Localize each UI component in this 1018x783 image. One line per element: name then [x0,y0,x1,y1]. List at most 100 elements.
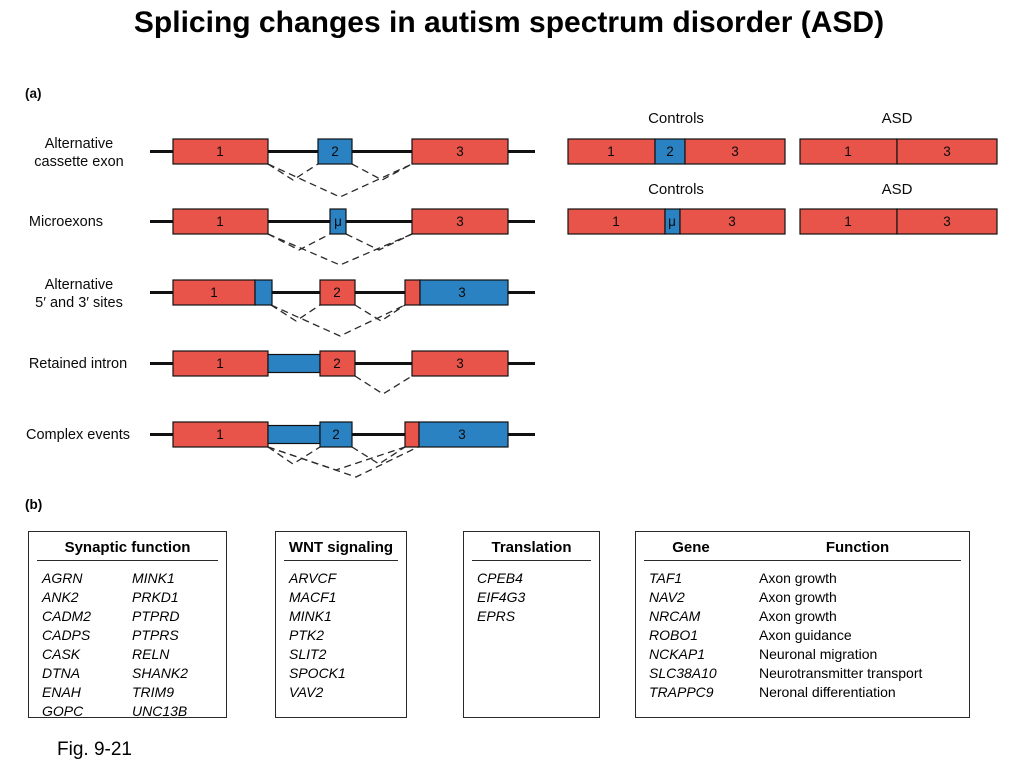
exon-number: 2 [666,144,674,159]
exon-number: 3 [728,214,736,229]
exon-number: μ [334,214,342,229]
gene-list-col-1: AGRN ANK2 CADM2 CADPS CASK DTNA ENAH GOP… [42,569,132,721]
exon-box [567,138,656,165]
gene-list-col-2: MINK1 PRKD1 PTPRD PTPRS RELN SHANK2 TRIM… [132,569,222,721]
exon-box [319,279,356,306]
retained-intron-box [267,424,321,445]
gene-function-box: Gene Function TAF1 Axon growth NAV2 Axon… [635,531,970,718]
box-title: Translation [491,539,572,556]
gene-list: CPEB4 EIF4G3 EPRS [477,569,595,626]
exon-number: 2 [332,427,340,442]
exon-number: 1 [844,214,852,229]
figure-title: Splicing changes in autism spectrum diso… [133,6,885,39]
gene-name: ROBO1 [649,627,699,643]
exon-number: 1 [216,144,224,159]
gene-function-row: NRCAM Axon growth [649,607,965,626]
asd-header-1: ASD [882,110,913,127]
gene-name: SLC38A10 [649,665,717,681]
gene-item: GOPC [42,703,84,719]
row-microexons: Microexons 1 μ 3 [29,208,535,266]
row-label-line: Microexons [29,214,103,230]
row-alternative-cassette-exon: Alternative cassette exon 1 2 3 [34,136,535,198]
splice-path-dashed [351,446,406,465]
gene-function: Axon growth [759,589,837,605]
gene-item: SPOCK1 [289,665,346,681]
exon-box [684,138,786,165]
exon-number: 2 [331,144,339,159]
gene-function: Axon guidance [759,627,852,643]
splice-path-dashed [270,304,321,322]
exon-box [411,208,509,235]
exon-box [319,350,356,377]
gene-item: SHANK2 [132,665,189,681]
retained-intron-box [267,353,321,374]
splice-path-dashed [267,446,406,471]
row-label-line: Alternative [45,136,114,152]
exon-number: 3 [458,427,466,442]
gene-item: UNC13B [132,703,188,719]
translation-box: Translation CPEB4 EIF4G3 EPRS [463,531,600,718]
splice-path-dashed [270,304,406,337]
header-rule [644,560,961,561]
alt-site-extension [404,279,421,306]
exon-number: 3 [943,214,951,229]
row-complex-events: Complex events 1 2 3 [26,421,535,478]
gene-item: TRIM9 [132,684,174,700]
synaptic-function-box: Synaptic function AGRN ANK2 CADM2 CADPS … [28,531,227,721]
exon-box-alt [317,138,353,165]
panel-a-diagram: (a) Controls ASD Controls ASD Alternativ… [25,86,998,478]
gene-column-header: Gene [672,539,710,556]
splice-path-dashed [267,446,419,478]
gene-function-row: TAF1 Axon growth [649,569,965,588]
exon-box-alt [418,421,509,448]
wnt-signaling-box: WNT signaling ARVCF MACF1 MINK1 PTK2 SLI… [275,531,407,718]
exon-number: 3 [943,144,951,159]
box-title: WNT signaling [288,539,394,556]
gene-function: Neuronal migration [759,646,878,662]
splice-path-dashed [267,446,321,465]
result-microexon-asd: 1 3 [799,208,998,235]
gene-name: NAV2 [649,589,685,605]
result-cassette-asd: 1 3 [799,138,998,165]
splice-path-dashed [267,233,413,266]
header-rule [37,560,218,561]
gene-function-row: NCKAP1 Neuronal migration [649,645,965,664]
asd-header-2: ASD [882,181,913,198]
exon-number: 3 [456,144,464,159]
exon-number: 1 [612,214,620,229]
row-label-line: Retained intron [29,356,127,372]
exon-box-alt [319,421,353,448]
splice-path-dashed [351,163,413,181]
gene-function-rows: TAF1 Axon growth NAV2 Axon growth NRCAM … [636,561,969,702]
function-column-header: Function [825,539,890,556]
exon-box [896,208,998,235]
figure-caption: Fig. 9-21 [57,739,132,760]
exon-number: 1 [216,214,224,229]
exon-box [172,279,256,306]
exon-number: 1 [216,356,224,371]
header-rule [472,560,591,561]
exon-number: 1 [210,285,218,300]
row-retained-intron: Retained intron 1 2 3 [29,350,535,395]
row-alternative-5-3-sites: Alternative 5′ and 3′ sites 1 2 3 [35,277,535,337]
gene-function: Axon growth [759,608,837,624]
exon-number: 3 [458,285,466,300]
exon-number: 1 [216,427,224,442]
exon-box-alt [654,138,686,165]
row-label-line: cassette exon [34,154,123,170]
gene-item: MACF1 [289,589,337,605]
gene-item: CADPS [42,627,91,643]
gene-item: SLIT2 [289,646,327,662]
gene-item: MINK1 [289,608,332,624]
gene-name: NCKAP1 [649,646,706,662]
gene-function: Axon growth [759,570,837,586]
controls-header-2: Controls [648,181,704,198]
gene-function: Neurotransmitter transport [759,665,923,681]
gene-list: ARVCF MACF1 MINK1 PTK2 SLIT2 SPOCK1 VAV2 [289,569,402,702]
exon-box [411,350,509,377]
splice-path-dashed [267,163,413,198]
gene-item: PTPRD [132,608,180,624]
exon-number: 3 [456,214,464,229]
row-label-line: Alternative [45,277,114,293]
